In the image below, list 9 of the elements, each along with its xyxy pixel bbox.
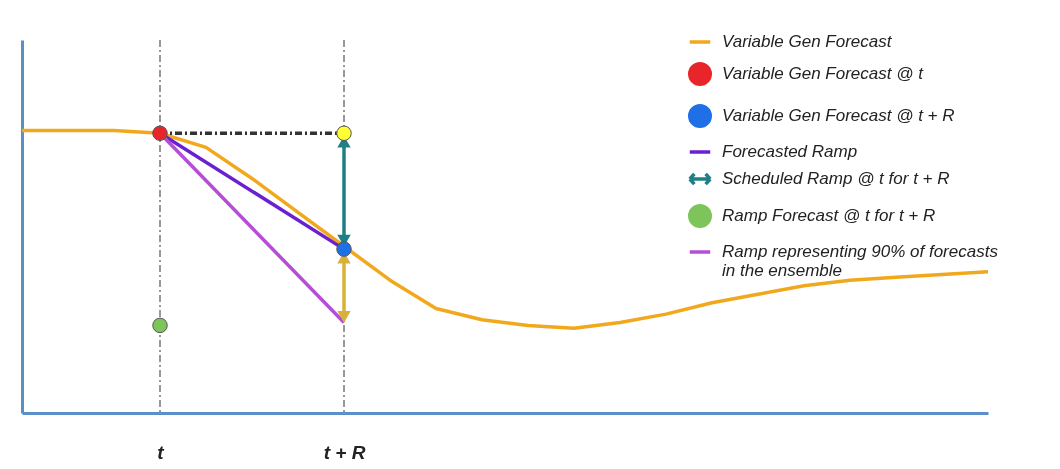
x-tick-label: t	[157, 441, 165, 463]
legend-label: Variable Gen Forecast @ t + R	[722, 106, 955, 125]
legend-label: Forecasted Ramp	[722, 142, 858, 161]
legend-label: Variable Gen Forecast @ t	[722, 64, 925, 83]
x-tick-label: t + R	[323, 441, 366, 463]
legend-label: Ramp representing 90% of forecasts in the ensemble	[722, 242, 999, 280]
legend-label: Scheduled Ramp @ t for t + R	[722, 169, 950, 188]
legend-label: Variable Gen Forecast	[722, 32, 893, 51]
legend-label: Ramp Forecast @ t for t + R	[722, 206, 936, 225]
